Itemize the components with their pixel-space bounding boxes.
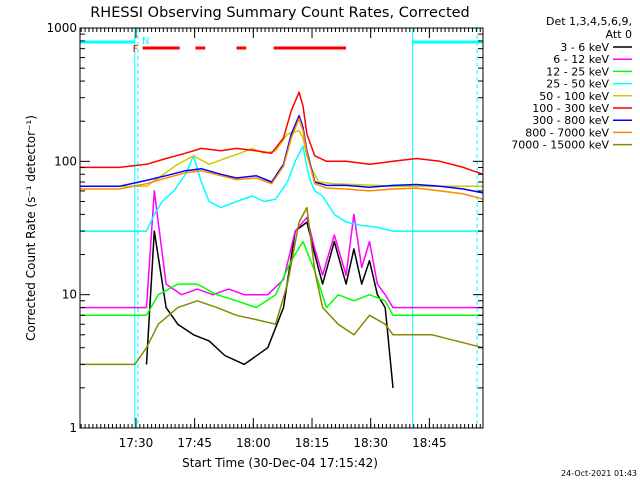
- x-axis-label: Start Time (30-Dec-04 17:15:42): [182, 456, 378, 470]
- legend-header-line-2: Att 0: [606, 28, 632, 41]
- series-line-800-7000-kev: [80, 117, 484, 200]
- series-line-300-800-kev: [80, 114, 484, 194]
- series-line-100-300-kev: [80, 91, 484, 176]
- plot-frame: [79, 27, 484, 429]
- legend-label: 25 - 50 keV: [546, 78, 609, 91]
- marker-layer: NF: [80, 28, 483, 428]
- x-tick-label: 18:00: [236, 436, 271, 450]
- legend-label: 6 - 12 keV: [553, 53, 609, 66]
- chart-title: RHESSI Observing Summary Count Rates, Co…: [90, 5, 470, 21]
- series-layer: [80, 91, 484, 388]
- legend-label: 800 - 7000 keV: [525, 126, 609, 139]
- x-tick-label: 18:15: [295, 436, 330, 450]
- series-line-12-25-kev: [80, 240, 483, 317]
- x-tick-label: 18:30: [353, 436, 388, 450]
- series-line-50-100-kev: [80, 129, 483, 188]
- series-line-7000-15000-kev: [80, 206, 484, 366]
- legend-header-line-1: Det 1,3,4,5,6,9,: [546, 15, 632, 28]
- x-tick-label: 17:45: [177, 436, 212, 450]
- y-tick-label: 10: [62, 288, 77, 302]
- series-line-6-12-kev: [80, 190, 483, 309]
- x-tick-label: 18:45: [412, 436, 447, 450]
- legend-label: 12 - 25 keV: [546, 65, 609, 78]
- flare-marker-label: F: [133, 44, 139, 55]
- axes-layer: 17:30 17:45 18:00 18:15 18:30 18:45 1 10 100 1000: [46, 21, 483, 450]
- footer-timestamp: 24-Oct-2021 01:43: [561, 469, 637, 478]
- legend-label: 100 - 300 keV: [532, 102, 609, 115]
- legend-label: 7000 - 15000 keV: [511, 139, 609, 152]
- y-tick-label: 1000: [46, 21, 77, 35]
- series-line-25-50-kev: [80, 145, 483, 232]
- night-marker-label: N: [142, 36, 149, 47]
- x-tick-label: 17:30: [119, 436, 154, 450]
- legend-label: 50 - 100 keV: [539, 90, 609, 103]
- series-line-3-6-kev: [145, 221, 394, 388]
- y-tick-label: 100: [54, 154, 77, 168]
- legend-label: 300 - 800 keV: [532, 114, 609, 127]
- y-tick-label: 1: [69, 421, 77, 435]
- y-axis-label: Corrected Count Rate (s⁻¹ detector⁻¹): [24, 115, 38, 341]
- legend-label: 3 - 6 keV: [560, 41, 609, 54]
